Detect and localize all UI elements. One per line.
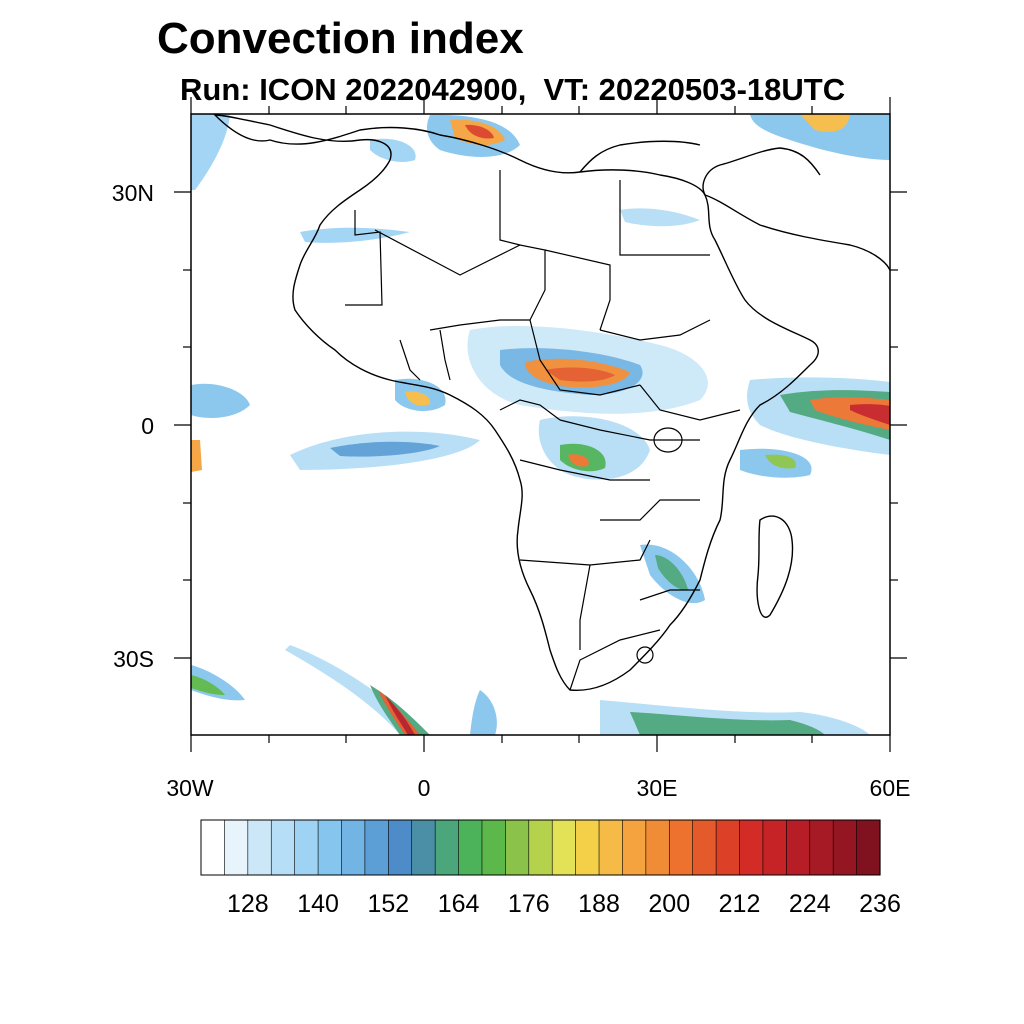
colorbar-swatch: [786, 819, 811, 876]
colorbar-swatch: [200, 819, 226, 876]
convection-fields: [191, 114, 890, 735]
colorbar-swatch: [692, 819, 717, 876]
colorbar-swatch: [317, 819, 343, 876]
colorbar-swatch: [434, 819, 460, 876]
colorbar: [200, 819, 881, 876]
colorbar-swatch: [809, 819, 834, 876]
colorbar-tick-label: 164: [437, 890, 480, 918]
colorbar-swatch: [645, 819, 670, 876]
coastlines: [213, 114, 890, 692]
colorbar-frame: [200, 819, 881, 876]
colorbar-swatch: [458, 819, 483, 876]
colorbar-tick-label: 140: [297, 890, 339, 918]
country-borders: [345, 170, 741, 691]
chart-title: Convection index: [157, 14, 524, 63]
colorbar-tick-label: 188: [578, 890, 620, 918]
colorbar-tick-label: 236: [859, 890, 901, 918]
lat-label-30s: 30S: [113, 646, 154, 672]
colorbar-tick-label: 212: [718, 890, 761, 918]
lon-label-0: 0: [417, 775, 431, 801]
colorbar-swatch: [528, 819, 553, 876]
colorbar-swatch: [598, 819, 624, 876]
colorbar-swatch: [668, 819, 694, 876]
lon-label-30e: 30E: [636, 775, 678, 801]
colorbar-swatch: [224, 819, 249, 876]
colorbar-tick-label: 176: [507, 890, 550, 918]
colorbar-swatch: [364, 819, 389, 876]
colorbar-swatch: [341, 819, 366, 876]
axis-ticks: [174, 97, 907, 752]
colorbar-swatch: [388, 819, 413, 876]
lat-label-0: 0: [141, 413, 154, 439]
colorbar-swatch: [505, 819, 530, 876]
colorbar-swatch: [551, 819, 577, 876]
colorbar-swatch: [270, 819, 296, 876]
lon-label-60e: 60E: [869, 775, 911, 801]
lon-label-30w: 30W: [166, 775, 214, 801]
colorbar-swatch: [715, 819, 741, 876]
colorbar-tick-label: 152: [367, 890, 410, 918]
map-plot-area: [191, 114, 890, 735]
lake-outlines: [636, 427, 683, 664]
colorbar-swatch: [622, 819, 647, 876]
colorbar-swatch: [411, 819, 436, 876]
colorbar-tick-label: 200: [648, 890, 691, 918]
colorbar-tick-label: 224: [788, 890, 831, 918]
colorbar-swatch: [294, 819, 319, 876]
colorbar-swatch: [832, 819, 858, 876]
colorbar-swatch: [856, 819, 881, 876]
colorbar-swatch: [481, 819, 506, 876]
chart-subtitle: Run: ICON 2022042900, VT: 20220503-18UTC: [180, 72, 846, 107]
colorbar-swatch: [575, 819, 600, 876]
lat-label-30n: 30N: [111, 180, 154, 206]
colorbar-tick-label: 128: [226, 890, 269, 918]
colorbar-swatch: [739, 819, 764, 876]
colorbar-swatch: [762, 819, 787, 876]
colorbar-swatch: [247, 819, 272, 876]
